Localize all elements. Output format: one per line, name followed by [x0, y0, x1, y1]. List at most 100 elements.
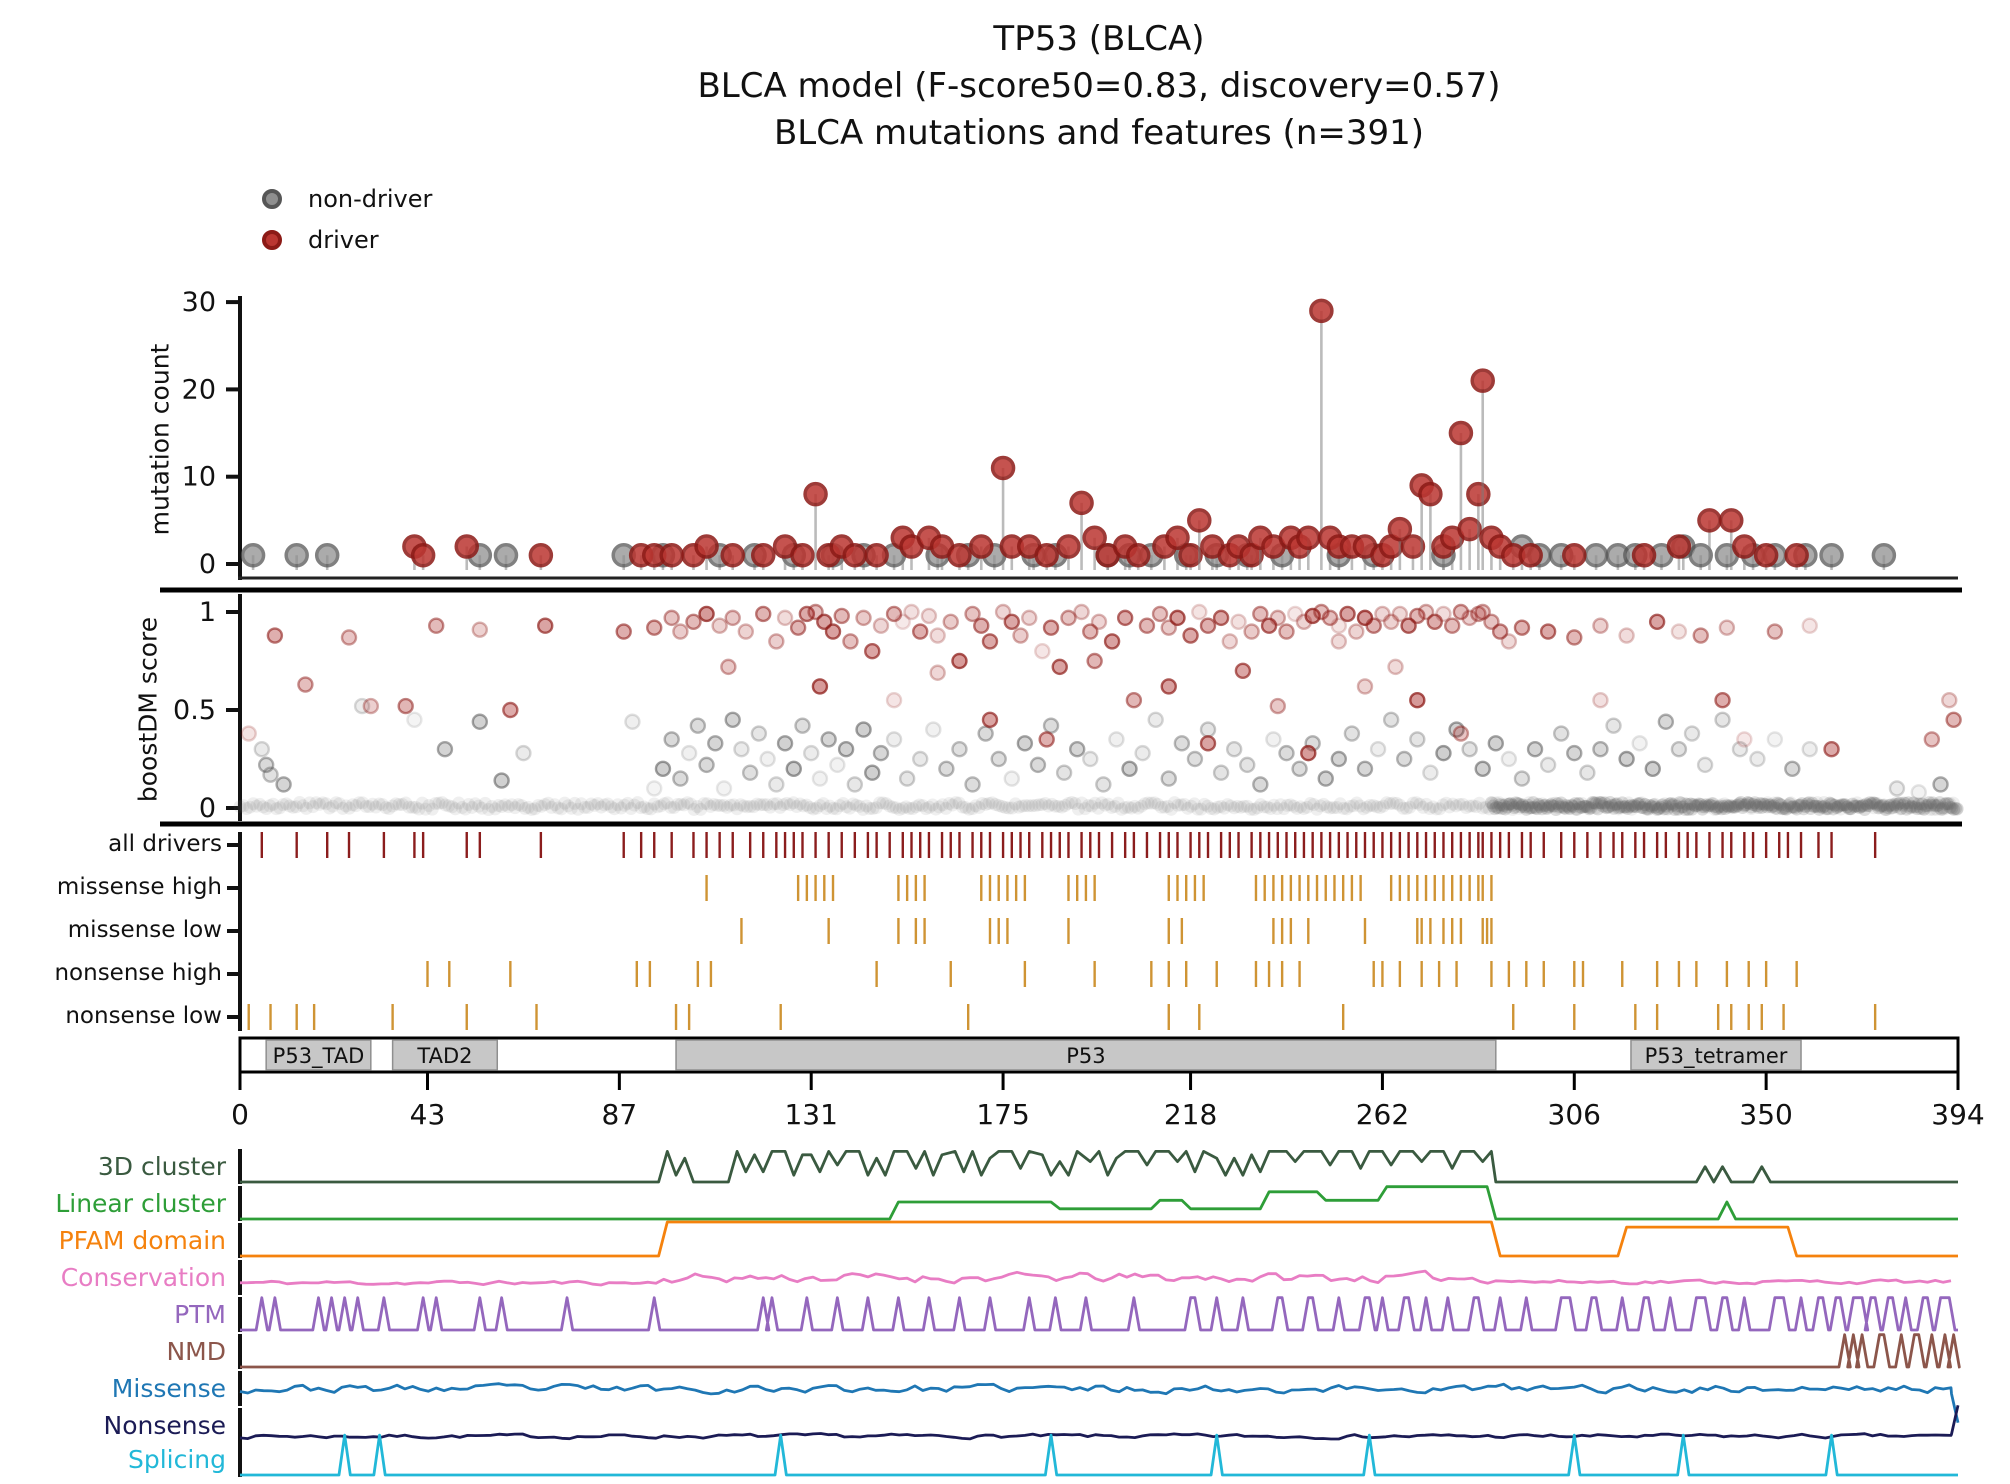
score-dot-driver [1169, 609, 1186, 627]
score-zero-dot [303, 796, 317, 810]
score-dot-non-driver [803, 744, 820, 762]
score-zero-dot [820, 802, 834, 816]
score-dot-non-driver [741, 764, 759, 781]
score-zero-dot [472, 799, 486, 813]
score-zero-dot [1765, 800, 1779, 814]
score-zero-dot [1826, 802, 1840, 816]
score-zero-dot [773, 800, 787, 814]
score-zero-dot [607, 802, 621, 816]
driver-marker-icon [262, 229, 282, 250]
score-zero-dot [1052, 799, 1066, 813]
score-zero-dot [1891, 797, 1905, 811]
score-zero-dot [1835, 798, 1849, 812]
score-zero-dot [883, 799, 897, 813]
score-zero-dot [1453, 797, 1467, 811]
score-zero-dot [1081, 799, 1095, 813]
score-zero-dot [1817, 796, 1831, 810]
score-zero-dot [1797, 802, 1811, 816]
score-zero-dot [422, 799, 436, 813]
score-zero-dot [757, 798, 771, 812]
score-zero-dot [1867, 801, 1881, 815]
score-zero-dot [1893, 802, 1907, 816]
track-label-nonsense-low: nonsense low [65, 1003, 222, 1029]
score-dot-non-driver [759, 750, 776, 768]
score-zero-dot [491, 799, 505, 813]
score-zero-dot [1514, 800, 1528, 814]
score-zero-dot [1774, 801, 1788, 815]
score-zero-dot [1814, 799, 1828, 813]
score-zero-dot [1101, 797, 1115, 811]
score-zero-dot [1715, 802, 1729, 816]
score-zero-dot [1919, 799, 1933, 813]
score-zero-dot [1589, 796, 1603, 810]
score-dot-driver [776, 609, 794, 627]
score-zero-dot [581, 800, 595, 814]
score-zero-dot [1777, 800, 1791, 814]
x-tick-label: 131 [784, 1098, 837, 1131]
score-zero-dot [1764, 800, 1778, 814]
score-zero-dot [1641, 800, 1655, 814]
score-zero-dot [1356, 802, 1370, 816]
score-zero-dot [740, 800, 754, 814]
score-zero-dot [1757, 797, 1771, 811]
mutation-dot [284, 543, 309, 568]
score-zero-dot [1658, 797, 1672, 811]
mutation-dot [1470, 368, 1495, 393]
score-zero-dot [1525, 801, 1539, 815]
score-dot-non-driver [1888, 780, 1906, 797]
score-dot-non-driver [951, 741, 968, 758]
score-dot-non-driver [1801, 741, 1818, 758]
score-zero-dot [594, 800, 608, 814]
mutation-dot [1518, 543, 1543, 568]
score-dot-driver [1592, 617, 1609, 634]
score-dot-driver [1125, 692, 1143, 709]
score-zero-dot [1237, 799, 1251, 813]
score-zero-dot [1416, 800, 1430, 814]
score-zero-dot [1900, 799, 1914, 813]
y-tick-label: 0 [199, 793, 216, 824]
score-dot-non-driver [353, 697, 371, 715]
score-zero-dot [876, 796, 890, 810]
score-zero-dot [710, 798, 724, 812]
score-zero-dot [1532, 797, 1546, 811]
score-zero-dot [1723, 799, 1737, 813]
score-zero-dot [1732, 797, 1746, 811]
score-zero-dot [1610, 797, 1624, 811]
score-zero-dot [1588, 801, 1602, 815]
score-zero-dot [1887, 798, 1901, 812]
score-zero-dot [1791, 798, 1805, 812]
score-dot-non-driver [715, 780, 733, 797]
score-zero-dot [1078, 802, 1092, 816]
score-dot-non-driver [1265, 731, 1282, 748]
score-zero-dot [945, 798, 959, 812]
score-zero-dot [1247, 802, 1261, 816]
score-dot-non-driver [698, 756, 715, 774]
score-dot-non-driver [1696, 756, 1714, 774]
score-zero-dot [395, 798, 409, 812]
score-zero-dot [906, 801, 920, 815]
score-zero-dot [919, 802, 933, 816]
score-dot-non-driver [1579, 764, 1596, 781]
mutation-dot [947, 543, 972, 568]
score-zero-dot [558, 796, 572, 810]
score-zero-dot [1854, 800, 1868, 814]
score-zero-dot [1657, 802, 1671, 816]
score-zero-dot [1872, 801, 1886, 815]
score-zero-dot [545, 800, 559, 814]
mutation-dot [1562, 543, 1587, 568]
score-zero-dot [1025, 799, 1039, 813]
score-zero-dot [263, 799, 277, 813]
score-zero-dot [733, 798, 747, 812]
score-zero-dot [1690, 798, 1704, 812]
score-dot-driver [297, 676, 314, 693]
mutation-dot [1125, 543, 1151, 568]
score-zero-dot [892, 802, 906, 816]
score-zero-dot [776, 798, 790, 812]
y-tick-label: 1 [199, 597, 216, 628]
score-zero-dot [1730, 798, 1744, 812]
score-zero-dot [1863, 799, 1877, 813]
score-zero-dot [1729, 800, 1743, 814]
score-dot-driver [266, 627, 284, 644]
score-zero-dot [1552, 800, 1566, 814]
score-zero-dot [1456, 797, 1470, 811]
